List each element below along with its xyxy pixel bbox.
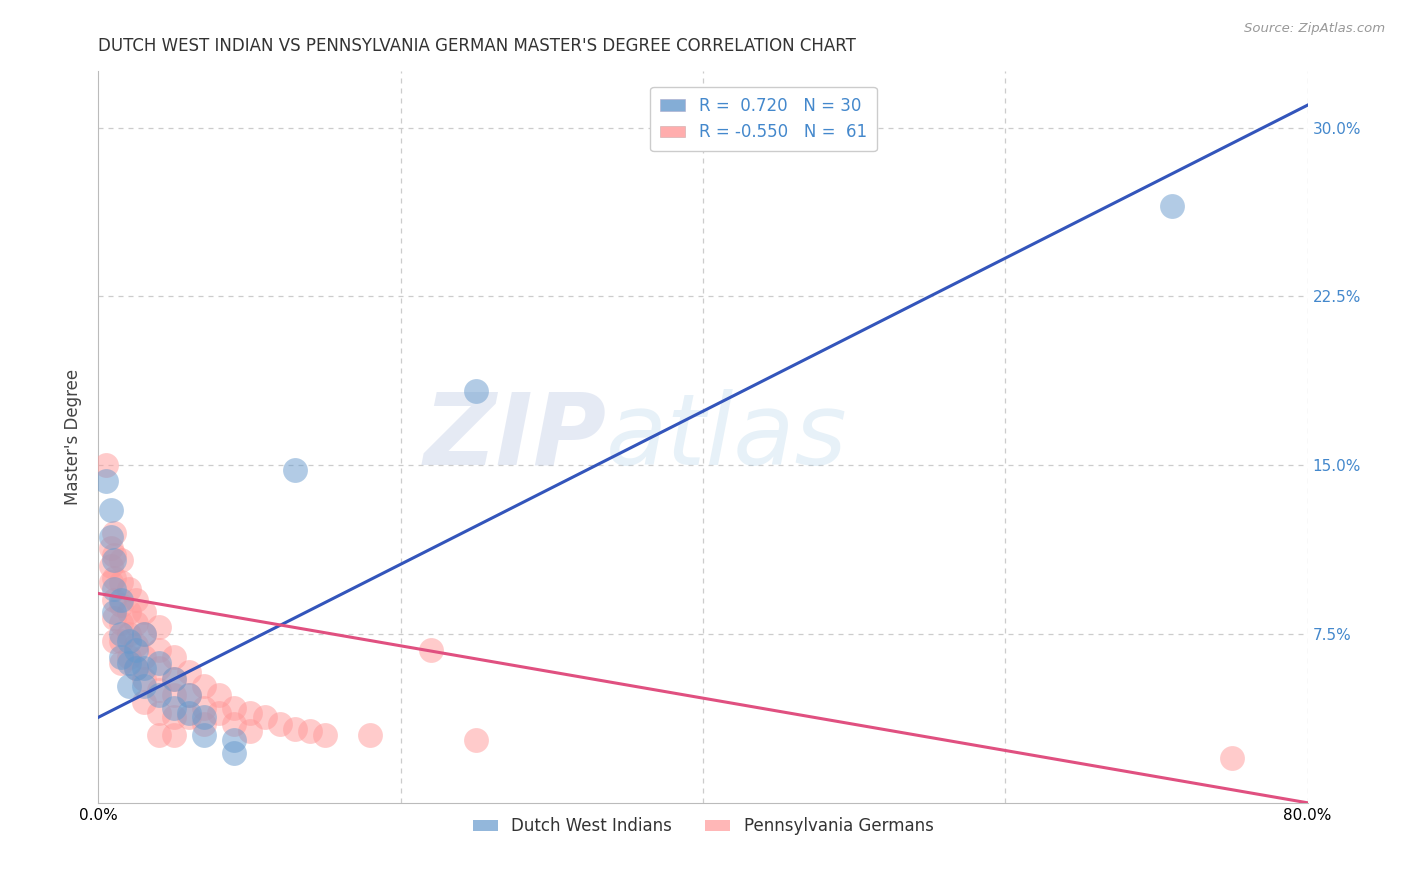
Point <box>118 633 141 648</box>
Point <box>179 688 201 702</box>
Point <box>110 575 132 590</box>
Point <box>1220 751 1243 765</box>
Point <box>125 661 148 675</box>
Point <box>103 548 125 562</box>
Point <box>100 530 122 544</box>
Point <box>100 575 122 590</box>
Point <box>103 593 125 607</box>
Point <box>163 728 186 742</box>
Point <box>224 717 246 731</box>
Point <box>103 582 125 596</box>
Point <box>420 642 443 657</box>
Point <box>110 553 132 567</box>
Point <box>132 661 155 675</box>
Point <box>163 688 186 702</box>
Point <box>110 657 132 671</box>
Point <box>193 717 215 731</box>
Point <box>118 605 141 619</box>
Point <box>118 649 141 664</box>
Text: ZIP: ZIP <box>423 389 606 485</box>
Point <box>110 615 132 630</box>
Point <box>179 688 201 702</box>
Point <box>148 706 170 720</box>
Point <box>103 571 125 585</box>
Text: atlas: atlas <box>606 389 848 485</box>
Point <box>239 706 262 720</box>
Point <box>193 728 215 742</box>
Point <box>103 553 125 567</box>
Point <box>132 649 155 664</box>
Point <box>314 728 336 742</box>
Point <box>239 723 262 738</box>
Point <box>193 701 215 715</box>
Point <box>103 633 125 648</box>
Point <box>208 706 231 720</box>
Point <box>132 694 155 708</box>
Point <box>118 657 141 671</box>
Point <box>103 611 125 625</box>
Point <box>118 679 141 693</box>
Legend: Dutch West Indians, Pennsylvania Germans: Dutch West Indians, Pennsylvania Germans <box>465 811 941 842</box>
Point <box>125 615 148 630</box>
Point <box>224 732 246 747</box>
Point <box>100 559 122 574</box>
Point <box>132 627 155 641</box>
Point <box>224 701 246 715</box>
Point <box>94 474 117 488</box>
Point <box>118 627 141 641</box>
Point <box>100 541 122 556</box>
Point <box>1160 199 1182 213</box>
Point <box>284 722 307 736</box>
Point <box>132 627 155 641</box>
Point <box>132 679 155 693</box>
Point <box>125 642 148 657</box>
Point <box>118 582 141 596</box>
Point <box>148 642 170 657</box>
Y-axis label: Master's Degree: Master's Degree <box>65 369 83 505</box>
Point <box>148 620 170 634</box>
Point <box>163 672 186 686</box>
Point <box>110 593 132 607</box>
Point <box>179 665 201 680</box>
Point <box>110 598 132 612</box>
Point <box>208 688 231 702</box>
Point <box>148 657 170 671</box>
Point <box>224 746 246 760</box>
Point <box>179 710 201 724</box>
Point <box>125 661 148 675</box>
Point <box>163 701 186 715</box>
Point <box>103 525 125 540</box>
Point <box>148 661 170 675</box>
Point <box>148 688 170 702</box>
Point <box>110 627 132 641</box>
Point <box>193 679 215 693</box>
Point <box>132 672 155 686</box>
Point <box>299 723 322 738</box>
Point <box>253 710 276 724</box>
Point <box>110 649 132 664</box>
Point <box>193 710 215 724</box>
Text: DUTCH WEST INDIAN VS PENNSYLVANIA GERMAN MASTER'S DEGREE CORRELATION CHART: DUTCH WEST INDIAN VS PENNSYLVANIA GERMAN… <box>98 37 856 54</box>
Point <box>360 728 382 742</box>
Point <box>163 710 186 724</box>
Point <box>465 732 488 747</box>
Point <box>94 458 117 473</box>
Point <box>284 463 307 477</box>
Point <box>179 706 201 720</box>
Point <box>110 633 132 648</box>
Point <box>100 503 122 517</box>
Point <box>132 605 155 619</box>
Point <box>103 605 125 619</box>
Point <box>148 728 170 742</box>
Point <box>465 384 488 398</box>
Point <box>163 672 186 686</box>
Point <box>163 649 186 664</box>
Point <box>148 683 170 698</box>
Point <box>125 638 148 652</box>
Text: Source: ZipAtlas.com: Source: ZipAtlas.com <box>1244 22 1385 36</box>
Point <box>269 717 291 731</box>
Point <box>125 593 148 607</box>
